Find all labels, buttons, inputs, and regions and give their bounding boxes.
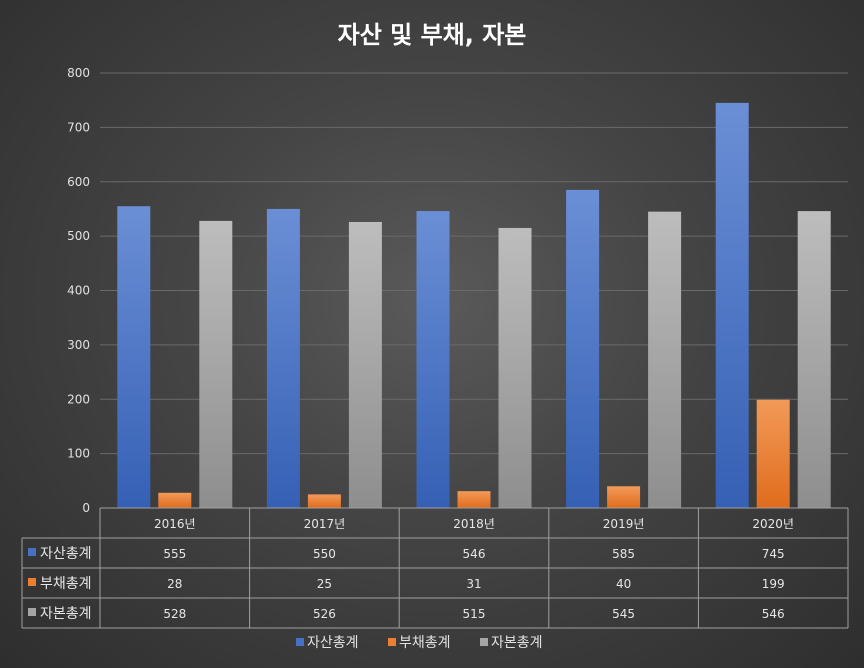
legend-swatch xyxy=(296,638,304,646)
bar-3-4 xyxy=(648,211,682,508)
data-value: 555 xyxy=(163,547,186,561)
series-row-label: 자산총계 xyxy=(40,546,92,562)
y-tick-label: 800 xyxy=(67,66,90,80)
series-row-label: 자본총계 xyxy=(40,606,92,622)
legend-entry: 자산총계 xyxy=(307,635,359,651)
series-swatch xyxy=(28,548,36,556)
bar-1-1 xyxy=(117,206,151,508)
data-value: 585 xyxy=(612,547,635,561)
bar-3-5 xyxy=(797,211,831,509)
y-tick-label: 0 xyxy=(82,501,90,515)
bar-2-1 xyxy=(158,492,192,508)
y-tick-label: 400 xyxy=(67,284,90,298)
series-swatch xyxy=(28,578,36,586)
y-tick-label: 200 xyxy=(67,392,90,406)
data-value: 199 xyxy=(762,577,785,591)
bar-3-2 xyxy=(348,221,382,509)
data-value: 528 xyxy=(163,607,186,621)
y-tick-label: 500 xyxy=(67,229,90,243)
data-value: 550 xyxy=(313,547,336,561)
data-value: 25 xyxy=(317,577,332,591)
category-label: 2019년 xyxy=(603,517,645,531)
chart-title: 자산 및 부채, 자본 xyxy=(338,21,527,49)
bars xyxy=(117,102,831,509)
data-value: 546 xyxy=(463,547,486,561)
y-axis-ticks: 0 100 200 300 400 500 600 700 800 xyxy=(67,66,90,515)
bar-2-3 xyxy=(457,491,491,508)
legend-entry: 부채총계 xyxy=(399,635,451,651)
category-label: 2017년 xyxy=(304,517,346,531)
data-value: 515 xyxy=(463,607,486,621)
data-value: 546 xyxy=(762,607,785,621)
category-label: 2020년 xyxy=(752,517,794,531)
bar-2-5 xyxy=(756,399,790,508)
bar-3-3 xyxy=(498,227,532,508)
legend-entry: 자본총계 xyxy=(491,635,543,651)
bar-1-5 xyxy=(715,102,749,508)
bar-1-3 xyxy=(416,211,450,509)
data-value: 31 xyxy=(466,577,481,591)
y-tick-label: 300 xyxy=(67,338,90,352)
bar-1-4 xyxy=(566,189,600,508)
category-label: 2016년 xyxy=(154,517,196,531)
bar-1-2 xyxy=(266,208,300,508)
legend-swatch xyxy=(480,638,488,646)
data-value: 745 xyxy=(762,547,785,561)
series-swatch xyxy=(28,608,36,616)
bar-2-2 xyxy=(307,494,341,508)
bar-2-4 xyxy=(607,486,641,508)
series-row-label: 부채총계 xyxy=(40,576,92,592)
y-tick-label: 600 xyxy=(67,175,90,189)
legend: 자산총계 부채총계 자본총계 xyxy=(296,635,543,651)
category-label: 2018년 xyxy=(453,517,495,531)
data-value: 28 xyxy=(167,577,182,591)
data-value: 40 xyxy=(616,577,631,591)
bar-3-1 xyxy=(199,220,233,508)
y-tick-label: 100 xyxy=(67,447,90,461)
legend-swatch xyxy=(388,638,396,646)
data-value: 545 xyxy=(612,607,635,621)
y-tick-label: 700 xyxy=(67,120,90,134)
data-value: 526 xyxy=(313,607,336,621)
